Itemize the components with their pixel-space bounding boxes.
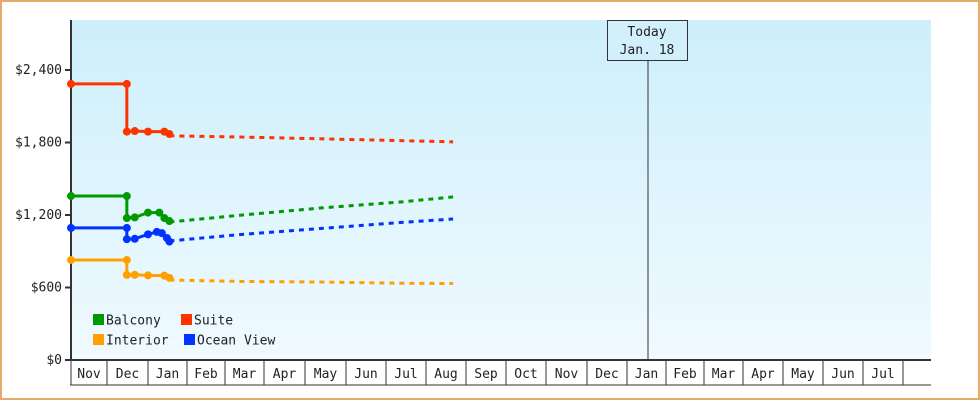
legend-swatch [93, 314, 104, 325]
data-point [122, 79, 131, 88]
data-point [130, 234, 139, 243]
x-tick-label: Apr [273, 367, 297, 382]
x-tick-label: Feb [673, 367, 697, 382]
data-point [144, 208, 152, 217]
data-point [157, 229, 166, 238]
data-point [130, 213, 139, 222]
legend-swatch [93, 334, 104, 345]
data-point [122, 223, 131, 232]
data-point [144, 271, 152, 280]
x-tick-label: Nov [77, 367, 101, 382]
data-point [67, 192, 75, 201]
data-point [67, 255, 75, 264]
x-tick-label: Apr [751, 367, 775, 382]
data-point [122, 192, 131, 201]
legend-label: Ocean View [197, 334, 275, 349]
x-tick-label: May [314, 367, 338, 382]
x-tick-label: Oct [514, 367, 537, 382]
x-tick-label: Nov [555, 367, 579, 382]
today-label-date: Jan. 18 [620, 43, 675, 58]
data-point [130, 270, 139, 279]
series-balcony [67, 192, 454, 226]
x-tick-label: Jul [871, 367, 894, 382]
legend-label: Interior [106, 334, 169, 349]
data-point [122, 127, 131, 136]
x-tick-label: Sep [474, 367, 498, 382]
data-point [122, 255, 131, 264]
legend-swatch [184, 334, 195, 345]
data-point [122, 270, 131, 279]
x-tick-label: Mar [233, 367, 257, 382]
series-suite [67, 79, 454, 144]
series-ocean-view [67, 217, 454, 246]
today-label-line1: Today [627, 25, 666, 40]
x-tick-label: May [791, 367, 815, 382]
legend-swatch [181, 314, 192, 325]
data-point [144, 127, 152, 136]
y-tick-label: $1,800 [15, 136, 62, 151]
y-tick-label: $1,200 [15, 208, 62, 223]
x-tick-label: Jul [394, 367, 417, 382]
x-tick-label: Mar [712, 367, 736, 382]
today-label-box [607, 20, 688, 61]
forecast-line [169, 278, 454, 286]
x-tick-label: Jan [156, 367, 179, 382]
x-tick-label: Feb [194, 367, 218, 382]
forecast-line [169, 217, 454, 243]
x-tick-label: Dec [116, 367, 139, 382]
data-point [67, 223, 75, 232]
data-point [144, 230, 152, 239]
x-tick-label: Jun [354, 367, 377, 382]
data-point [130, 127, 139, 136]
x-tick-label: Dec [595, 367, 618, 382]
data-point [122, 235, 131, 244]
data-point [67, 79, 75, 88]
y-tick-label: $2,400 [15, 63, 62, 78]
x-tick-label: Aug [434, 367, 457, 382]
forecast-line [169, 134, 454, 144]
x-tick-label: Jan [635, 367, 658, 382]
legend-label: Balcony [106, 314, 161, 329]
y-tick-label: $0 [46, 353, 62, 368]
y-tick-label: $600 [31, 281, 62, 296]
data-point [155, 208, 164, 217]
plot-area [71, 20, 931, 360]
forecast-line [169, 195, 454, 224]
series-interior [67, 255, 454, 286]
data-point [122, 214, 131, 223]
legend-label: Suite [194, 314, 233, 329]
x-tick-label: Jun [831, 367, 854, 382]
